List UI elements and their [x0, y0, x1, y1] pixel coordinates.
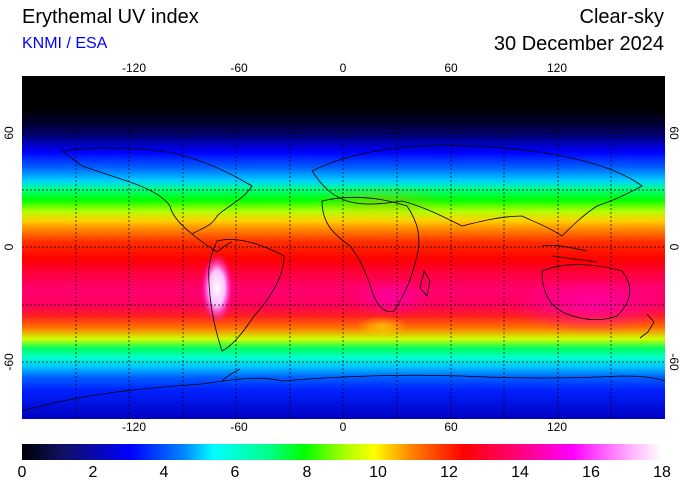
lat-tick-right: -60	[667, 353, 681, 371]
map-title: Erythemal UV index	[22, 6, 199, 28]
coastline-antarctic-peninsula	[221, 368, 241, 382]
colorbar-label: 14	[511, 464, 529, 481]
colorbar-label: 10	[369, 464, 387, 481]
coastline-indonesia	[541, 245, 598, 263]
map-date: 30 December 2024	[493, 33, 664, 55]
lon-tick-top: 60	[444, 61, 458, 75]
lon-tick-bottom: -120	[121, 420, 147, 434]
sky-condition: Clear-sky	[579, 6, 664, 28]
lat-tick-left: -60	[2, 353, 16, 371]
coastline-antarctica	[22, 374, 665, 412]
coastline-central-america	[191, 233, 233, 253]
uv-index-map	[22, 76, 665, 419]
graticule	[22, 76, 665, 419]
lon-tick-top: 120	[546, 61, 568, 75]
lon-tick-top: -120	[121, 61, 147, 75]
lon-tick-bottom: 0	[339, 420, 347, 434]
colorbar-label: 0	[17, 464, 27, 481]
coastline-south-america	[208, 239, 285, 352]
coastline-madagascar	[419, 269, 431, 297]
lon-tick-bottom: -60	[230, 420, 248, 434]
lat-tick-right: 60	[667, 126, 681, 140]
colorbar-label: 2	[88, 464, 98, 481]
lon-tick-bottom: 120	[546, 420, 568, 434]
lat-tick-left: 0	[2, 243, 16, 251]
map-source: KNMI / ESA	[22, 35, 108, 52]
coastline-new-zealand	[639, 313, 655, 339]
uv-map-svg	[22, 76, 665, 419]
uv-peak-australia	[512, 278, 665, 334]
colorbar-label: 18	[653, 464, 671, 481]
coastline-australia	[541, 264, 631, 320]
uv-peak-andes	[201, 253, 233, 323]
colorbar-label: 16	[582, 464, 600, 481]
lon-tick-top: -60	[230, 61, 248, 75]
uv-peak-southern-africa	[352, 278, 432, 318]
uv-low-southern-ocean	[356, 316, 408, 336]
lon-tick-top: 0	[339, 61, 347, 75]
colorbar-label: 12	[440, 464, 458, 481]
coastline-africa	[321, 197, 420, 313]
lat-tick-left: 60	[2, 126, 16, 140]
lon-tick-bottom: 60	[444, 420, 458, 434]
uv-colorbar	[22, 444, 662, 460]
colorbar-label: 6	[230, 464, 240, 481]
colorbar-label: 4	[159, 464, 169, 481]
coastline-north-america	[61, 147, 253, 235]
lat-tick-right: 0	[667, 243, 681, 251]
uv-low-sahara	[312, 185, 452, 217]
colorbar-label: 8	[302, 464, 312, 481]
